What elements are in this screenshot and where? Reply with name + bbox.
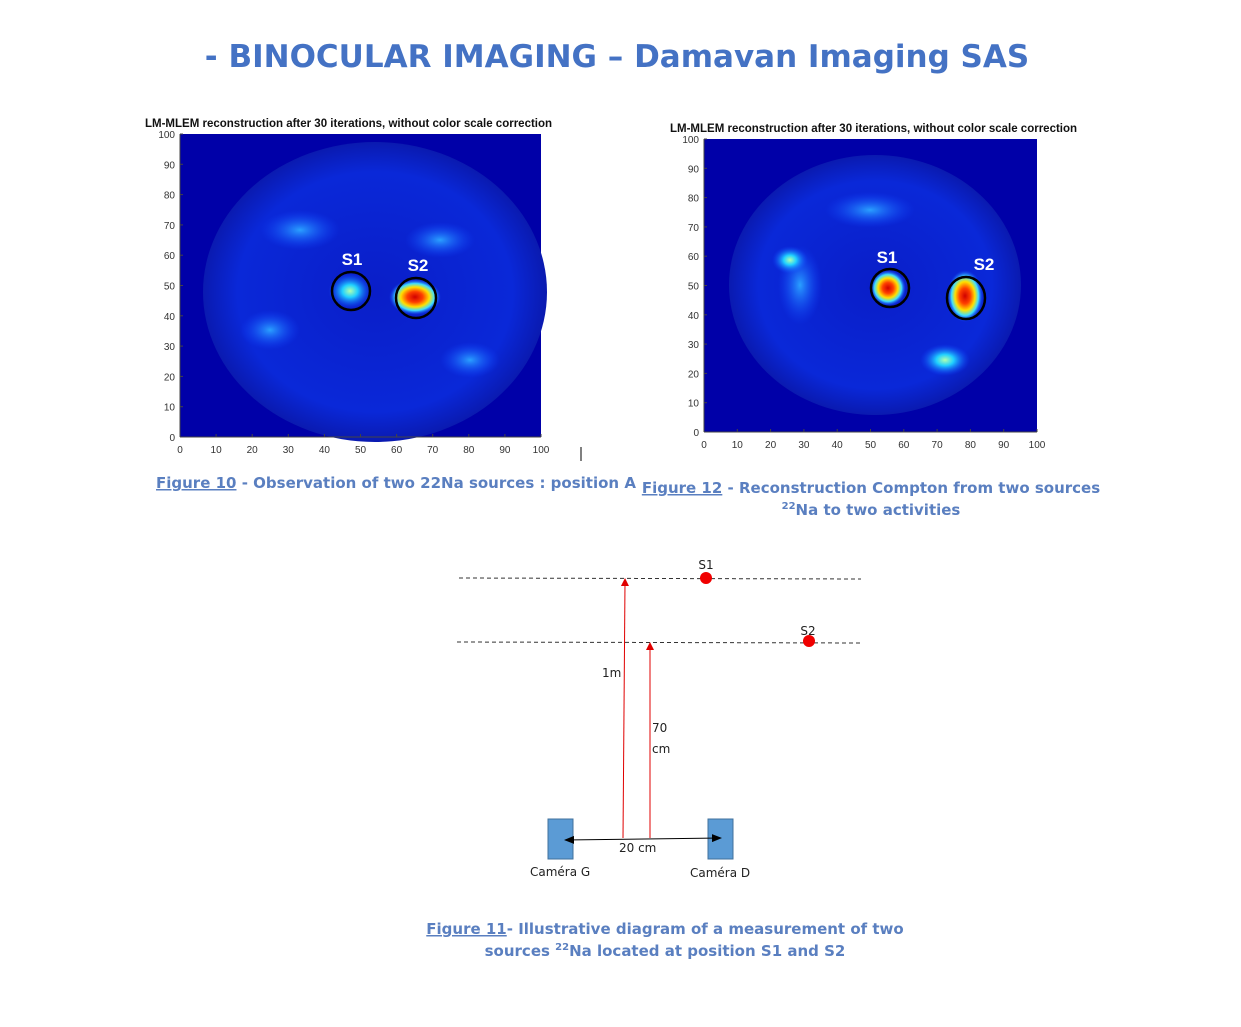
y-tick-label: 90 bbox=[164, 160, 176, 171]
x-tick-label: 20 bbox=[247, 445, 259, 456]
caption-text: - Illustrative diagram of a measurement … bbox=[507, 920, 904, 938]
y-tick-label: 100 bbox=[682, 135, 699, 146]
caption: Figure 12 - Reconstruction Compton from … bbox=[642, 479, 1100, 497]
x-tick-label: 70 bbox=[427, 445, 439, 456]
source-label: S2 bbox=[800, 624, 815, 638]
x-tick-label: 40 bbox=[319, 445, 331, 456]
y-tick-label: 30 bbox=[688, 340, 700, 351]
caption-text: Na located at position S1 and S2 bbox=[569, 942, 845, 960]
x-tick-label: 70 bbox=[932, 440, 944, 451]
x-tick-label: 10 bbox=[211, 445, 223, 456]
y-tick-label: 20 bbox=[688, 369, 700, 380]
y-tick-label: 20 bbox=[164, 372, 176, 383]
x-tick-label: 80 bbox=[463, 445, 475, 456]
caption: Figure 10 - Observation of two 22Na sour… bbox=[156, 474, 636, 492]
caption-text: Na to two activities bbox=[796, 501, 961, 519]
caption-ref: Figure 12 bbox=[642, 479, 722, 497]
y-tick-label: 50 bbox=[164, 282, 176, 293]
plot-title: LM-MLEM reconstruction after 30 iteratio… bbox=[145, 118, 552, 130]
distance-label: 70 bbox=[652, 721, 667, 735]
y-tick-label: 60 bbox=[164, 251, 176, 262]
x-tick-label: 20 bbox=[765, 440, 777, 451]
source-label: S1 bbox=[877, 248, 898, 267]
y-tick-label: 90 bbox=[688, 164, 700, 175]
camera-label: Caméra D bbox=[690, 866, 750, 880]
x-tick-label: 100 bbox=[1029, 440, 1046, 451]
heatmap-b bbox=[704, 139, 1037, 432]
page-title: - BINOCULAR IMAGING – Damavan Imaging SA… bbox=[205, 39, 1029, 75]
caption: sources 22Na located at position S1 and … bbox=[485, 942, 846, 960]
y-tick-label: 100 bbox=[158, 130, 175, 141]
caption-sup: 22 bbox=[782, 501, 796, 512]
y-tick-label: 80 bbox=[688, 194, 700, 205]
x-tick-label: 30 bbox=[283, 445, 295, 456]
caption-text: sources bbox=[485, 942, 556, 960]
caption: Figure 11- Illustrative diagram of a mea… bbox=[426, 920, 903, 938]
source-label: S2 bbox=[974, 255, 995, 274]
source-label: S2 bbox=[408, 256, 429, 275]
x-tick-label: 60 bbox=[898, 440, 910, 451]
x-tick-label: 80 bbox=[965, 440, 977, 451]
y-tick-label: 10 bbox=[164, 403, 176, 414]
y-tick-label: 10 bbox=[688, 399, 700, 410]
y-tick-label: 70 bbox=[164, 221, 176, 232]
x-tick-label: 100 bbox=[533, 445, 550, 456]
x-tick-label: 0 bbox=[177, 445, 183, 456]
distance-label: 1m bbox=[602, 666, 621, 680]
x-tick-label: 10 bbox=[732, 440, 744, 451]
x-tick-label: 50 bbox=[355, 445, 367, 456]
baseline-label: 20 cm bbox=[619, 841, 656, 855]
y-tick-label: 0 bbox=[169, 433, 175, 444]
caption-text: - Reconstruction Compton from two source… bbox=[722, 479, 1100, 497]
y-tick-label: 70 bbox=[688, 223, 700, 234]
distance-label: cm bbox=[652, 742, 670, 756]
x-tick-label: 30 bbox=[798, 440, 810, 451]
y-tick-label: 60 bbox=[688, 252, 700, 263]
y-tick-label: 50 bbox=[688, 282, 700, 293]
y-tick-label: 30 bbox=[164, 342, 176, 353]
source-label: S1 bbox=[342, 250, 363, 269]
x-tick-label: 50 bbox=[865, 440, 877, 451]
diagram bbox=[456, 572, 862, 860]
caption-ref: Figure 10 bbox=[156, 474, 236, 492]
heatmap-a bbox=[180, 134, 547, 442]
y-tick-label: 0 bbox=[693, 428, 699, 439]
y-tick-label: 80 bbox=[164, 191, 176, 202]
x-tick-label: 90 bbox=[499, 445, 511, 456]
x-tick-label: 90 bbox=[998, 440, 1010, 451]
source-label: S1 bbox=[698, 558, 713, 572]
caption-ref: Figure 11 bbox=[426, 920, 506, 938]
y-tick-label: 40 bbox=[688, 311, 700, 322]
caption-text: - Observation of two 22Na sources : posi… bbox=[236, 474, 636, 492]
y-tick-label: 40 bbox=[164, 312, 176, 323]
caption-sup: 22 bbox=[555, 942, 569, 953]
caption: 22Na to two activities bbox=[782, 501, 961, 519]
plot-title: LM-MLEM reconstruction after 30 iteratio… bbox=[670, 123, 1077, 135]
x-tick-label: 60 bbox=[391, 445, 403, 456]
x-tick-label: 0 bbox=[701, 440, 707, 451]
camera-label: Caméra G bbox=[530, 865, 590, 879]
x-tick-label: 40 bbox=[832, 440, 844, 451]
